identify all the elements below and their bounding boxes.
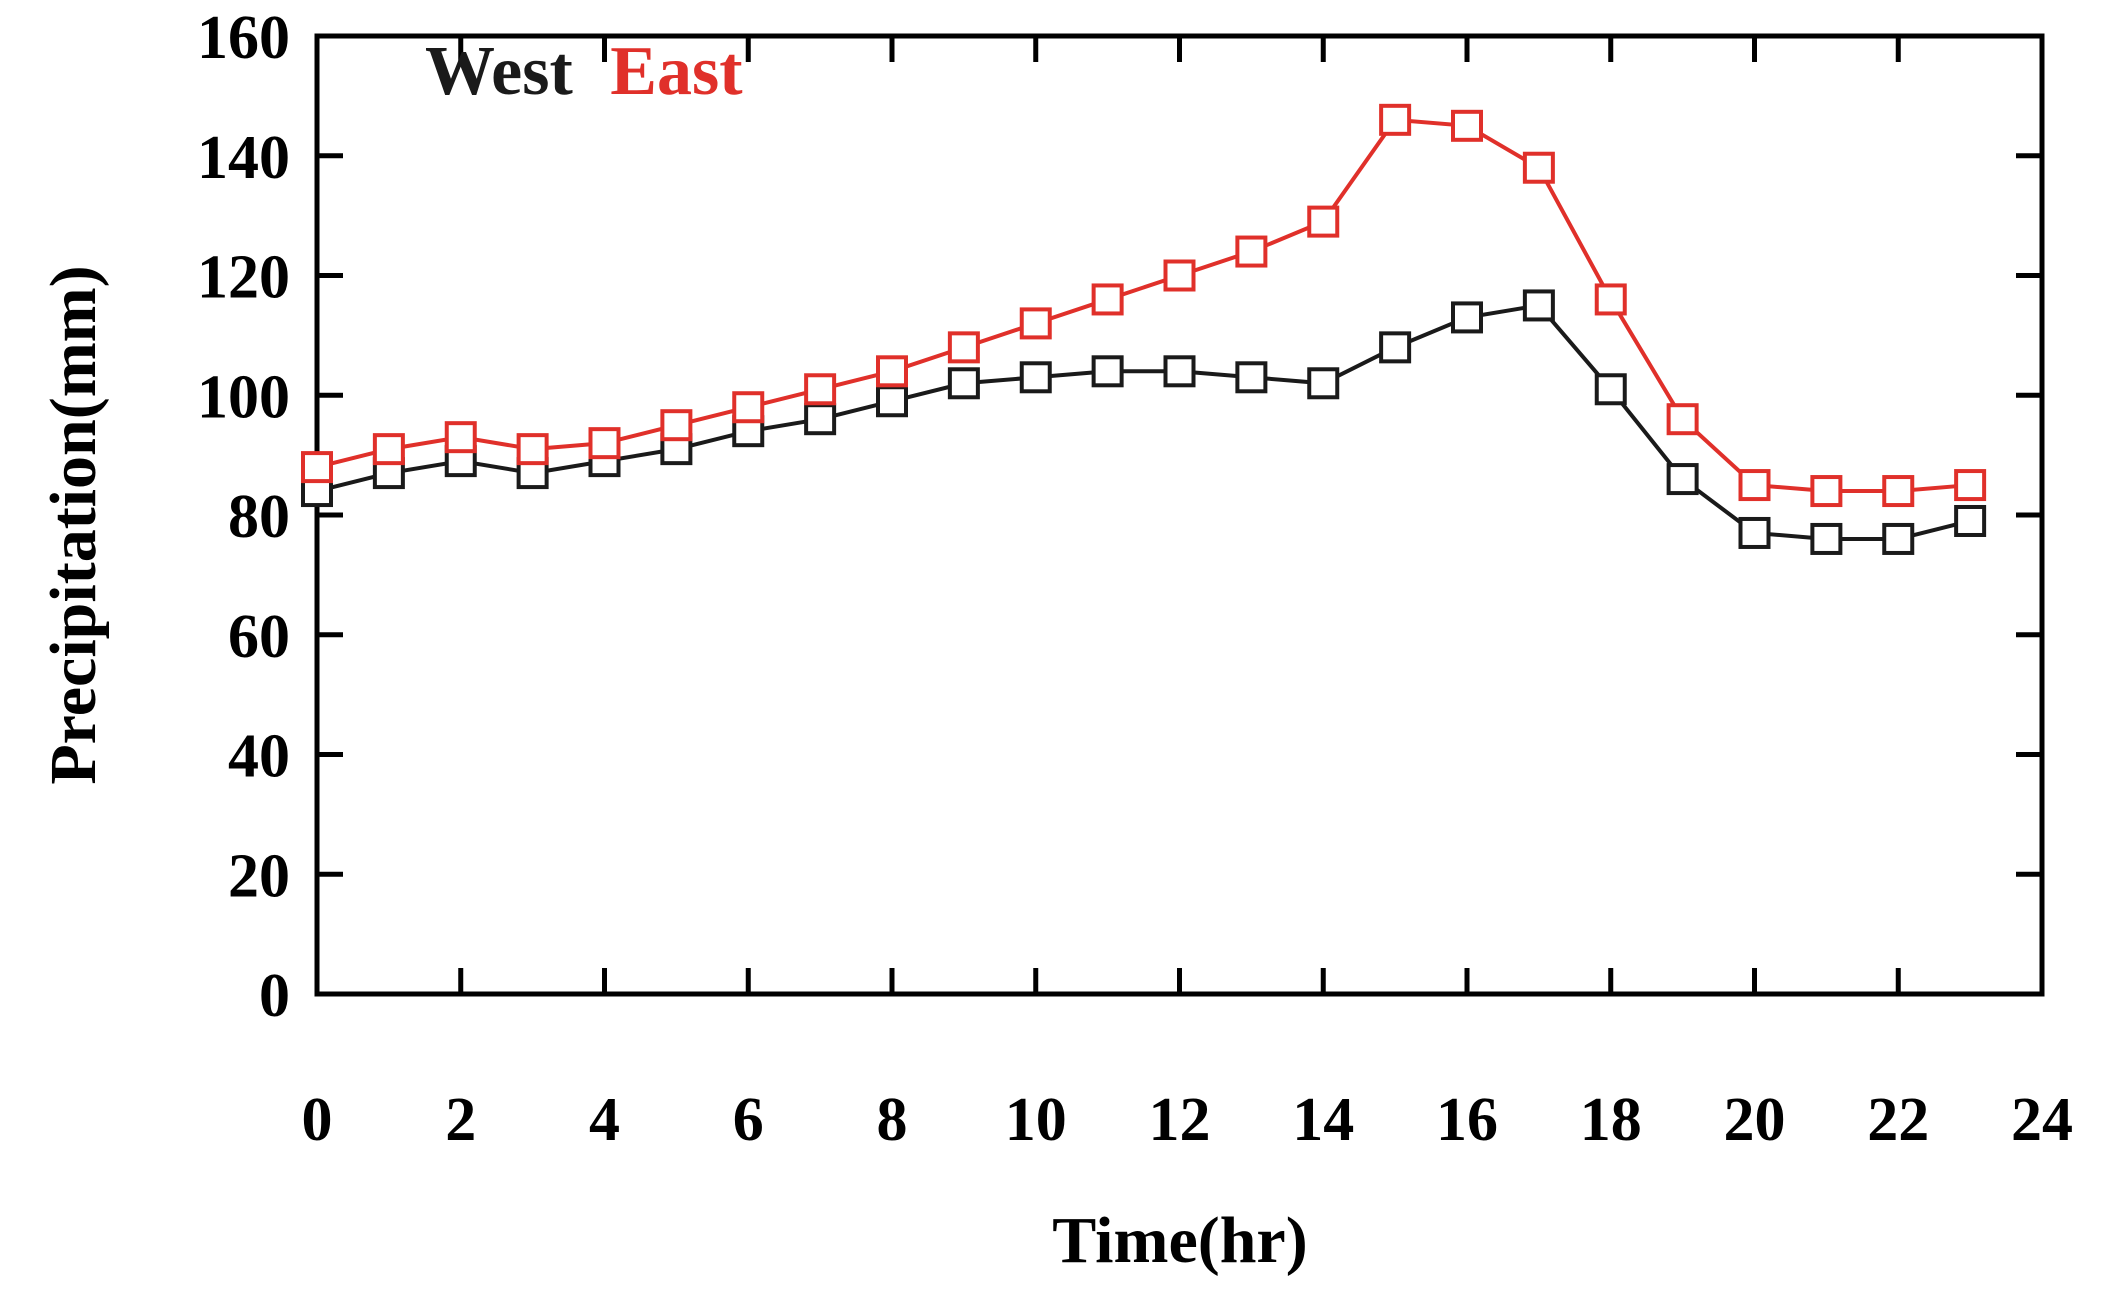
x-tick-label: 4 [589, 1086, 620, 1154]
data-point-west [1379, 331, 1412, 364]
x-tick-label: 12 [1149, 1086, 1211, 1154]
legend-west: West [425, 33, 573, 110]
x-tick-label: 6 [733, 1086, 764, 1154]
series-west [301, 289, 1987, 555]
data-point-east [1738, 469, 1771, 502]
y-tick-label: 40 [228, 723, 290, 791]
data-point-west [1810, 522, 1843, 555]
plot-frame [314, 33, 2045, 997]
x-axis-title: Time(hr) [1052, 1204, 1307, 1277]
series-line-east [316, 117, 1971, 494]
data-point-west [947, 367, 980, 400]
legend: West East [425, 33, 743, 110]
data-point-east [301, 451, 333, 484]
x-axis-ticks: 0 2 4 6 8 10 12 14 16 18 20 22 24 [302, 36, 2073, 1154]
data-point-west [1019, 361, 1052, 394]
x-tick-label: 10 [1005, 1086, 1067, 1154]
data-point-west [1882, 522, 1915, 555]
data-point-west [1594, 373, 1627, 406]
data-point-east [732, 391, 765, 424]
data-point-east [1451, 109, 1483, 142]
data-point-west [1451, 301, 1483, 334]
y-tick-label: 120 [197, 244, 290, 312]
data-point-west [1738, 516, 1771, 549]
y-tick-label: 100 [197, 363, 290, 431]
data-point-west [1954, 504, 1987, 537]
y-tick-label: 140 [197, 124, 290, 192]
series-line-west [316, 303, 1971, 541]
data-point-east [1522, 151, 1555, 184]
x-tick-label: 14 [1292, 1086, 1354, 1154]
data-point-west [1307, 367, 1340, 400]
y-tick-label: 160 [197, 4, 290, 72]
data-point-west [876, 385, 908, 418]
legend-east: East [610, 33, 742, 110]
x-tick-label: 8 [877, 1086, 908, 1154]
data-point-east [660, 409, 693, 442]
data-point-west [1522, 289, 1555, 322]
data-point-west [1163, 355, 1196, 388]
x-tick-label: 24 [2011, 1086, 2073, 1154]
data-point-west [804, 403, 837, 436]
y-tick-label: 0 [259, 962, 290, 1030]
data-point-east [516, 433, 549, 466]
data-point-east [1594, 283, 1627, 316]
x-tick-label: 2 [445, 1086, 476, 1154]
y-tick-label: 20 [228, 842, 290, 910]
data-point-east [1307, 205, 1340, 238]
data-point-east [588, 427, 621, 460]
data-point-east [804, 373, 837, 406]
x-tick-label: 16 [1436, 1086, 1498, 1154]
data-point-east [1163, 259, 1196, 292]
data-point-east [1091, 283, 1124, 316]
data-point-east [1379, 103, 1412, 136]
data-point-west [1091, 355, 1124, 388]
series-east [301, 103, 1987, 508]
data-point-east [1666, 403, 1699, 436]
y-tick-label: 60 [228, 603, 290, 671]
y-tick-label: 80 [228, 483, 290, 551]
x-tick-label: 0 [302, 1086, 333, 1154]
x-tick-label: 18 [1580, 1086, 1642, 1154]
data-point-east [1235, 235, 1268, 268]
data-point-east [1019, 307, 1052, 340]
data-point-west [1235, 361, 1268, 394]
y-axis-ticks: 0 20 40 60 80 100 120 140 160 [197, 4, 2042, 1030]
data-point-east [444, 421, 477, 454]
series-layer [301, 103, 1987, 555]
data-point-east [1882, 475, 1915, 508]
data-point-east [947, 331, 980, 364]
x-tick-label: 20 [1724, 1086, 1786, 1154]
data-point-west [1666, 463, 1699, 496]
data-point-east [1810, 475, 1843, 508]
data-point-east [876, 355, 908, 388]
x-tick-label: 22 [1867, 1086, 1929, 1154]
data-point-east [372, 433, 405, 466]
y-axis-title: Precipitation(mm) [37, 265, 110, 784]
data-point-east [1954, 469, 1987, 502]
